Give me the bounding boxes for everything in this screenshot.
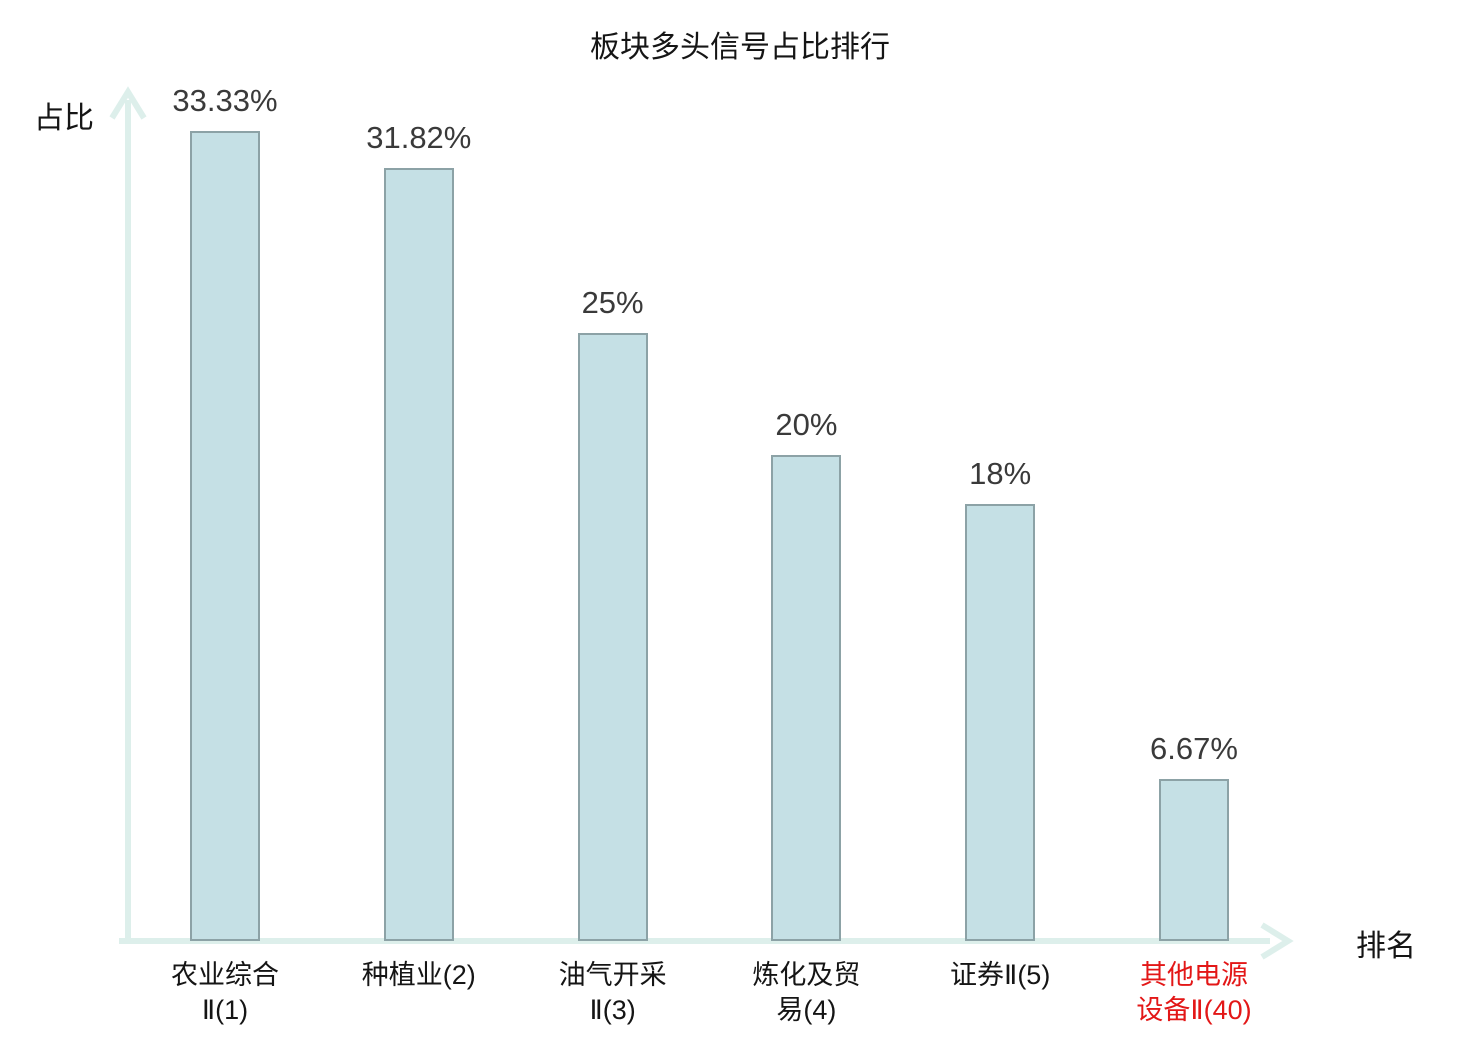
chart-title: 板块多头信号占比排行 [590, 31, 890, 64]
bar-value-label: 31.82% [366, 120, 472, 155]
bar-category-line: Ⅱ(3) [589, 995, 636, 1025]
bar-category-label: 种植业(2) [294, 958, 544, 993]
bar-value-label: 33.33% [172, 83, 278, 118]
x-axis-label: 排名 [1356, 930, 1416, 963]
bar [383, 168, 454, 941]
bar-category-line: 油气开采 [558, 960, 667, 990]
bar-category-line: 设备Ⅱ(40) [1136, 995, 1252, 1025]
bar [965, 504, 1036, 941]
bar-category-label: 油气开采 Ⅱ(3) [488, 958, 738, 1028]
bar [771, 455, 842, 941]
bar-category-line: Ⅱ(1) [201, 995, 249, 1025]
bar-value-label: 18% [969, 456, 1032, 491]
bar [577, 333, 648, 941]
bar-category-label: 农业综合 Ⅱ(1) [100, 958, 350, 1028]
bar-category-line: 证券Ⅱ(5) [950, 960, 1051, 990]
y-axis-label: 占比 [34, 102, 94, 135]
bar-category-label: 其他电源设备Ⅱ(40) [1069, 958, 1319, 1028]
bar-value-label: 20% [775, 407, 838, 442]
bar-category-line: 农业综合 [171, 960, 279, 990]
bar-value-label: 25% [581, 285, 644, 320]
bar-value-label: 6.67% [1150, 731, 1238, 766]
bar-category-line: 易(4) [776, 995, 837, 1025]
x-axis-arrow-icon [1260, 922, 1294, 960]
bar [1159, 779, 1229, 941]
bar-category-line: 其他电源 [1140, 960, 1248, 990]
bar-category-line: 种植业(2) [361, 960, 476, 990]
y-axis-arrow-icon [109, 86, 147, 120]
bar [190, 131, 260, 941]
bar-category-label: 炼化及贸易(4) [681, 958, 931, 1028]
bar-category-line: 炼化及贸 [752, 960, 861, 990]
bar-category-label: 证券Ⅱ(5) [875, 958, 1125, 993]
